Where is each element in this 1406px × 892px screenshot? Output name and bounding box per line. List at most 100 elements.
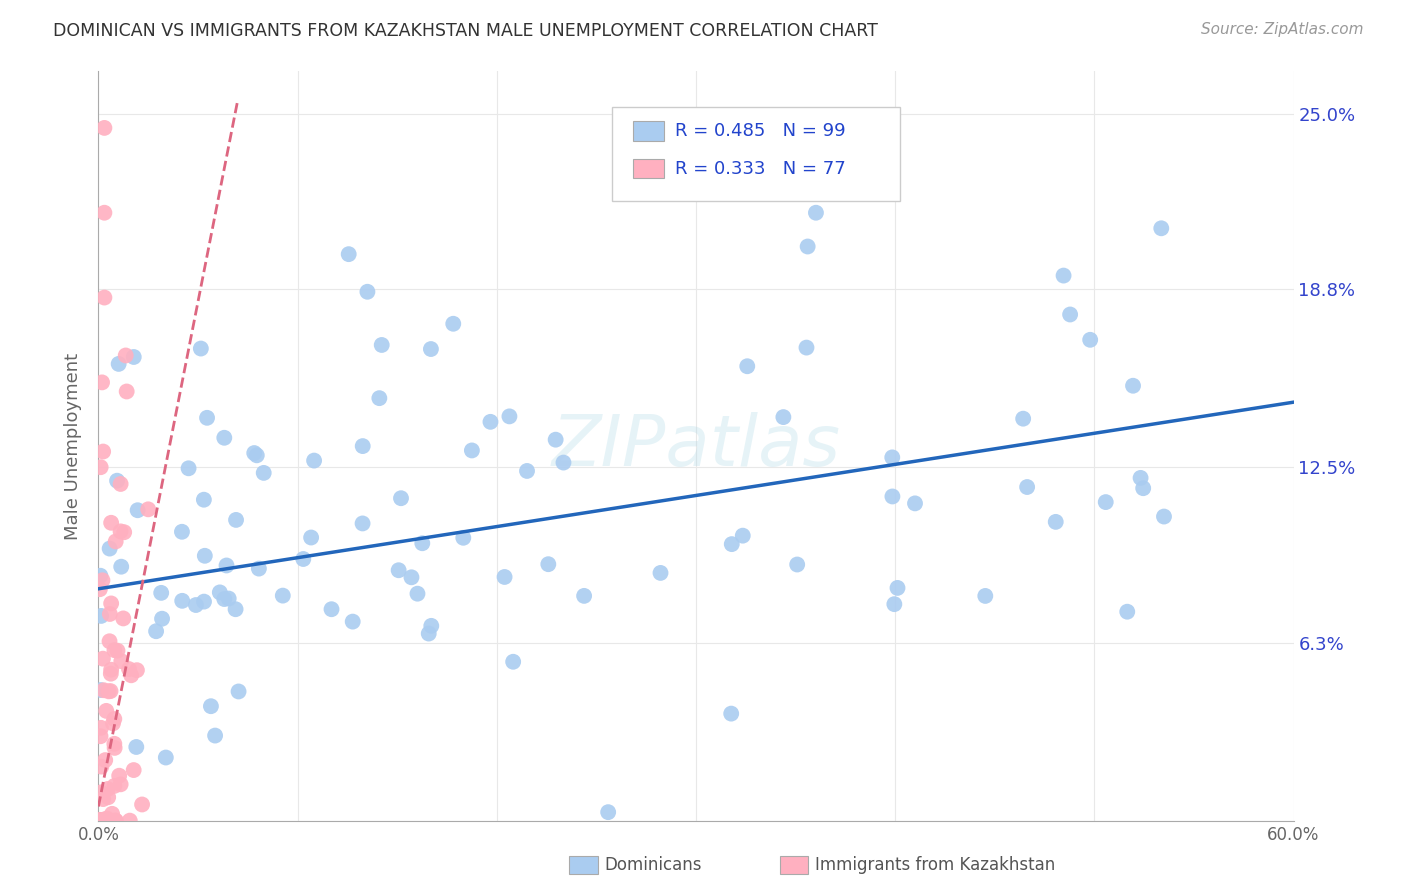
Point: [299, 531, 322, 545]
Point: [89, 729, 111, 743]
Point: [253, 466, 276, 480]
Point: [94, 814, 117, 828]
Point: [145, 624, 167, 639]
Point: [177, 461, 200, 475]
Point: [537, 558, 560, 572]
Point: [110, 777, 132, 791]
Point: [882, 450, 904, 465]
Point: [1094, 495, 1116, 509]
Point: [90, 813, 112, 827]
Point: [90, 608, 112, 623]
Text: Source: ZipAtlas.com: Source: ZipAtlas.com: [1201, 22, 1364, 37]
Point: [302, 453, 325, 467]
Point: [494, 570, 516, 584]
Point: [103, 737, 125, 751]
Point: [98, 607, 121, 621]
Point: [93, 814, 115, 828]
Point: [115, 384, 138, 399]
Point: [91, 814, 114, 828]
Point: [103, 643, 125, 657]
Point: [91, 814, 114, 828]
Text: Immigrants from Kazakhstan: Immigrants from Kazakhstan: [815, 856, 1056, 874]
Text: Dominicans: Dominicans: [605, 856, 702, 874]
Point: [89, 814, 111, 828]
Point: [89, 582, 111, 597]
Point: [110, 524, 132, 539]
Point: [90, 785, 112, 799]
Point: [104, 814, 127, 828]
Point: [883, 597, 905, 611]
Point: [87, 814, 110, 828]
Point: [87, 814, 110, 828]
Text: ZIPatlas: ZIPatlas: [551, 411, 841, 481]
Point: [650, 566, 672, 580]
Point: [974, 589, 997, 603]
Point: [772, 410, 794, 425]
Point: [411, 536, 433, 550]
Point: [100, 516, 122, 530]
Point: [720, 537, 742, 551]
Point: [796, 341, 818, 355]
Point: [127, 503, 149, 517]
Point: [190, 342, 212, 356]
Point: [103, 712, 125, 726]
Point: [498, 409, 520, 424]
Point: [108, 769, 131, 783]
Point: [91, 444, 114, 458]
Point: [90, 814, 112, 828]
Point: [107, 357, 129, 371]
Point: [1017, 480, 1039, 494]
Point: [356, 285, 378, 299]
Point: [122, 763, 145, 777]
Point: [1122, 378, 1144, 392]
Point: [91, 376, 114, 390]
Point: [193, 594, 215, 608]
Point: [796, 239, 818, 253]
Point: [243, 446, 266, 460]
Point: [420, 619, 443, 633]
Point: [100, 666, 122, 681]
Point: [91, 814, 114, 828]
Point: [100, 684, 122, 698]
Point: [720, 706, 742, 721]
Point: [150, 586, 173, 600]
Point: [516, 464, 538, 478]
Point: [502, 655, 524, 669]
Point: [352, 439, 374, 453]
Point: [184, 598, 207, 612]
Point: [419, 342, 441, 356]
Point: [98, 634, 121, 648]
Point: [104, 740, 127, 755]
Point: [89, 814, 111, 828]
Point: [214, 431, 236, 445]
Point: [105, 474, 128, 488]
Point: [544, 433, 567, 447]
Point: [87, 814, 110, 828]
Point: [98, 541, 121, 556]
Point: [97, 684, 120, 698]
Point: [247, 561, 270, 575]
Point: [93, 683, 115, 698]
Point: [96, 814, 118, 828]
Point: [90, 683, 112, 698]
Point: [93, 814, 115, 828]
Point: [1045, 515, 1067, 529]
Point: [1129, 471, 1152, 485]
Point: [125, 663, 148, 677]
Point: [204, 729, 226, 743]
Point: [93, 205, 115, 219]
Point: [118, 662, 141, 676]
Point: [388, 563, 411, 577]
Point: [1012, 411, 1035, 425]
Point: [90, 460, 112, 475]
Point: [107, 643, 129, 657]
Point: [352, 516, 374, 531]
Point: [112, 611, 135, 625]
Point: [96, 812, 118, 826]
Point: [200, 699, 222, 714]
Point: [389, 491, 412, 506]
Point: [91, 814, 114, 828]
Point: [112, 525, 135, 540]
Point: [101, 806, 124, 821]
Point: [100, 663, 122, 677]
